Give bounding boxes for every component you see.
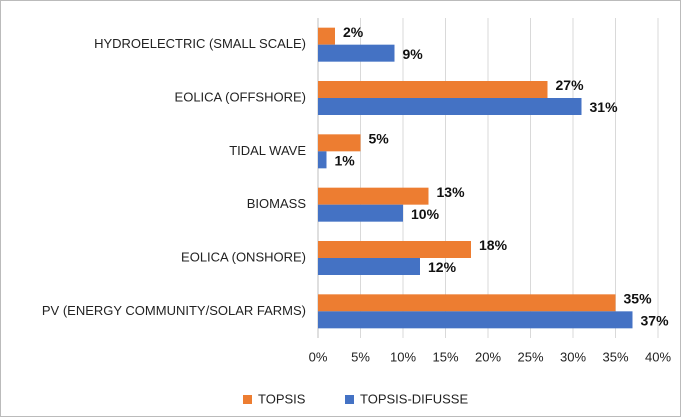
bar — [318, 294, 616, 312]
x-tick-label: 40% — [645, 349, 671, 364]
y-tick-label: EOLICA (OFFSHORE) — [175, 89, 306, 104]
data-label: 5% — [369, 131, 390, 147]
legend-swatch — [345, 395, 354, 404]
legend-swatch — [243, 395, 252, 404]
bar — [318, 241, 471, 258]
x-tick-label: 25% — [517, 349, 543, 364]
data-label: 31% — [590, 99, 619, 115]
data-label: 27% — [556, 77, 585, 93]
y-tick-label: PV (ENERGY COMMUNITY/SOLAR FARMS) — [42, 303, 306, 318]
x-tick-label: 20% — [475, 349, 501, 364]
data-label: 2% — [343, 24, 364, 40]
data-label: 12% — [428, 259, 457, 275]
x-tick-label: 35% — [602, 349, 628, 364]
bar — [318, 98, 582, 115]
bar — [318, 44, 395, 62]
y-tick-label: TIDAL WAVE — [229, 143, 306, 158]
data-label: 10% — [411, 206, 440, 222]
bar — [318, 258, 420, 275]
bar — [318, 187, 429, 205]
legend-label: TOPSIS-DIFUSSE — [360, 391, 468, 406]
data-label: 13% — [437, 184, 466, 200]
y-tick-label: HYDROELECTRIC (SMALL SCALE) — [94, 36, 306, 51]
bar — [318, 311, 633, 329]
bar — [318, 134, 361, 152]
x-tick-label: 10% — [390, 349, 416, 364]
y-tick-label: BIOMASS — [247, 196, 307, 211]
x-tick-label: 0% — [309, 349, 328, 364]
y-tick-label: EOLICA (ONSHORE) — [181, 249, 306, 264]
x-tick-label: 5% — [351, 349, 370, 364]
x-tick-label: 15% — [432, 349, 458, 364]
data-label: 18% — [479, 237, 508, 253]
x-tick-label: 30% — [560, 349, 586, 364]
bar — [318, 151, 327, 169]
legend-label: TOPSIS — [258, 391, 306, 406]
bar — [318, 204, 403, 222]
data-label: 37% — [641, 313, 670, 329]
data-label: 35% — [624, 291, 653, 307]
bar — [318, 27, 335, 45]
data-label: 1% — [335, 153, 356, 169]
data-label: 9% — [403, 46, 424, 62]
bar — [318, 81, 548, 98]
